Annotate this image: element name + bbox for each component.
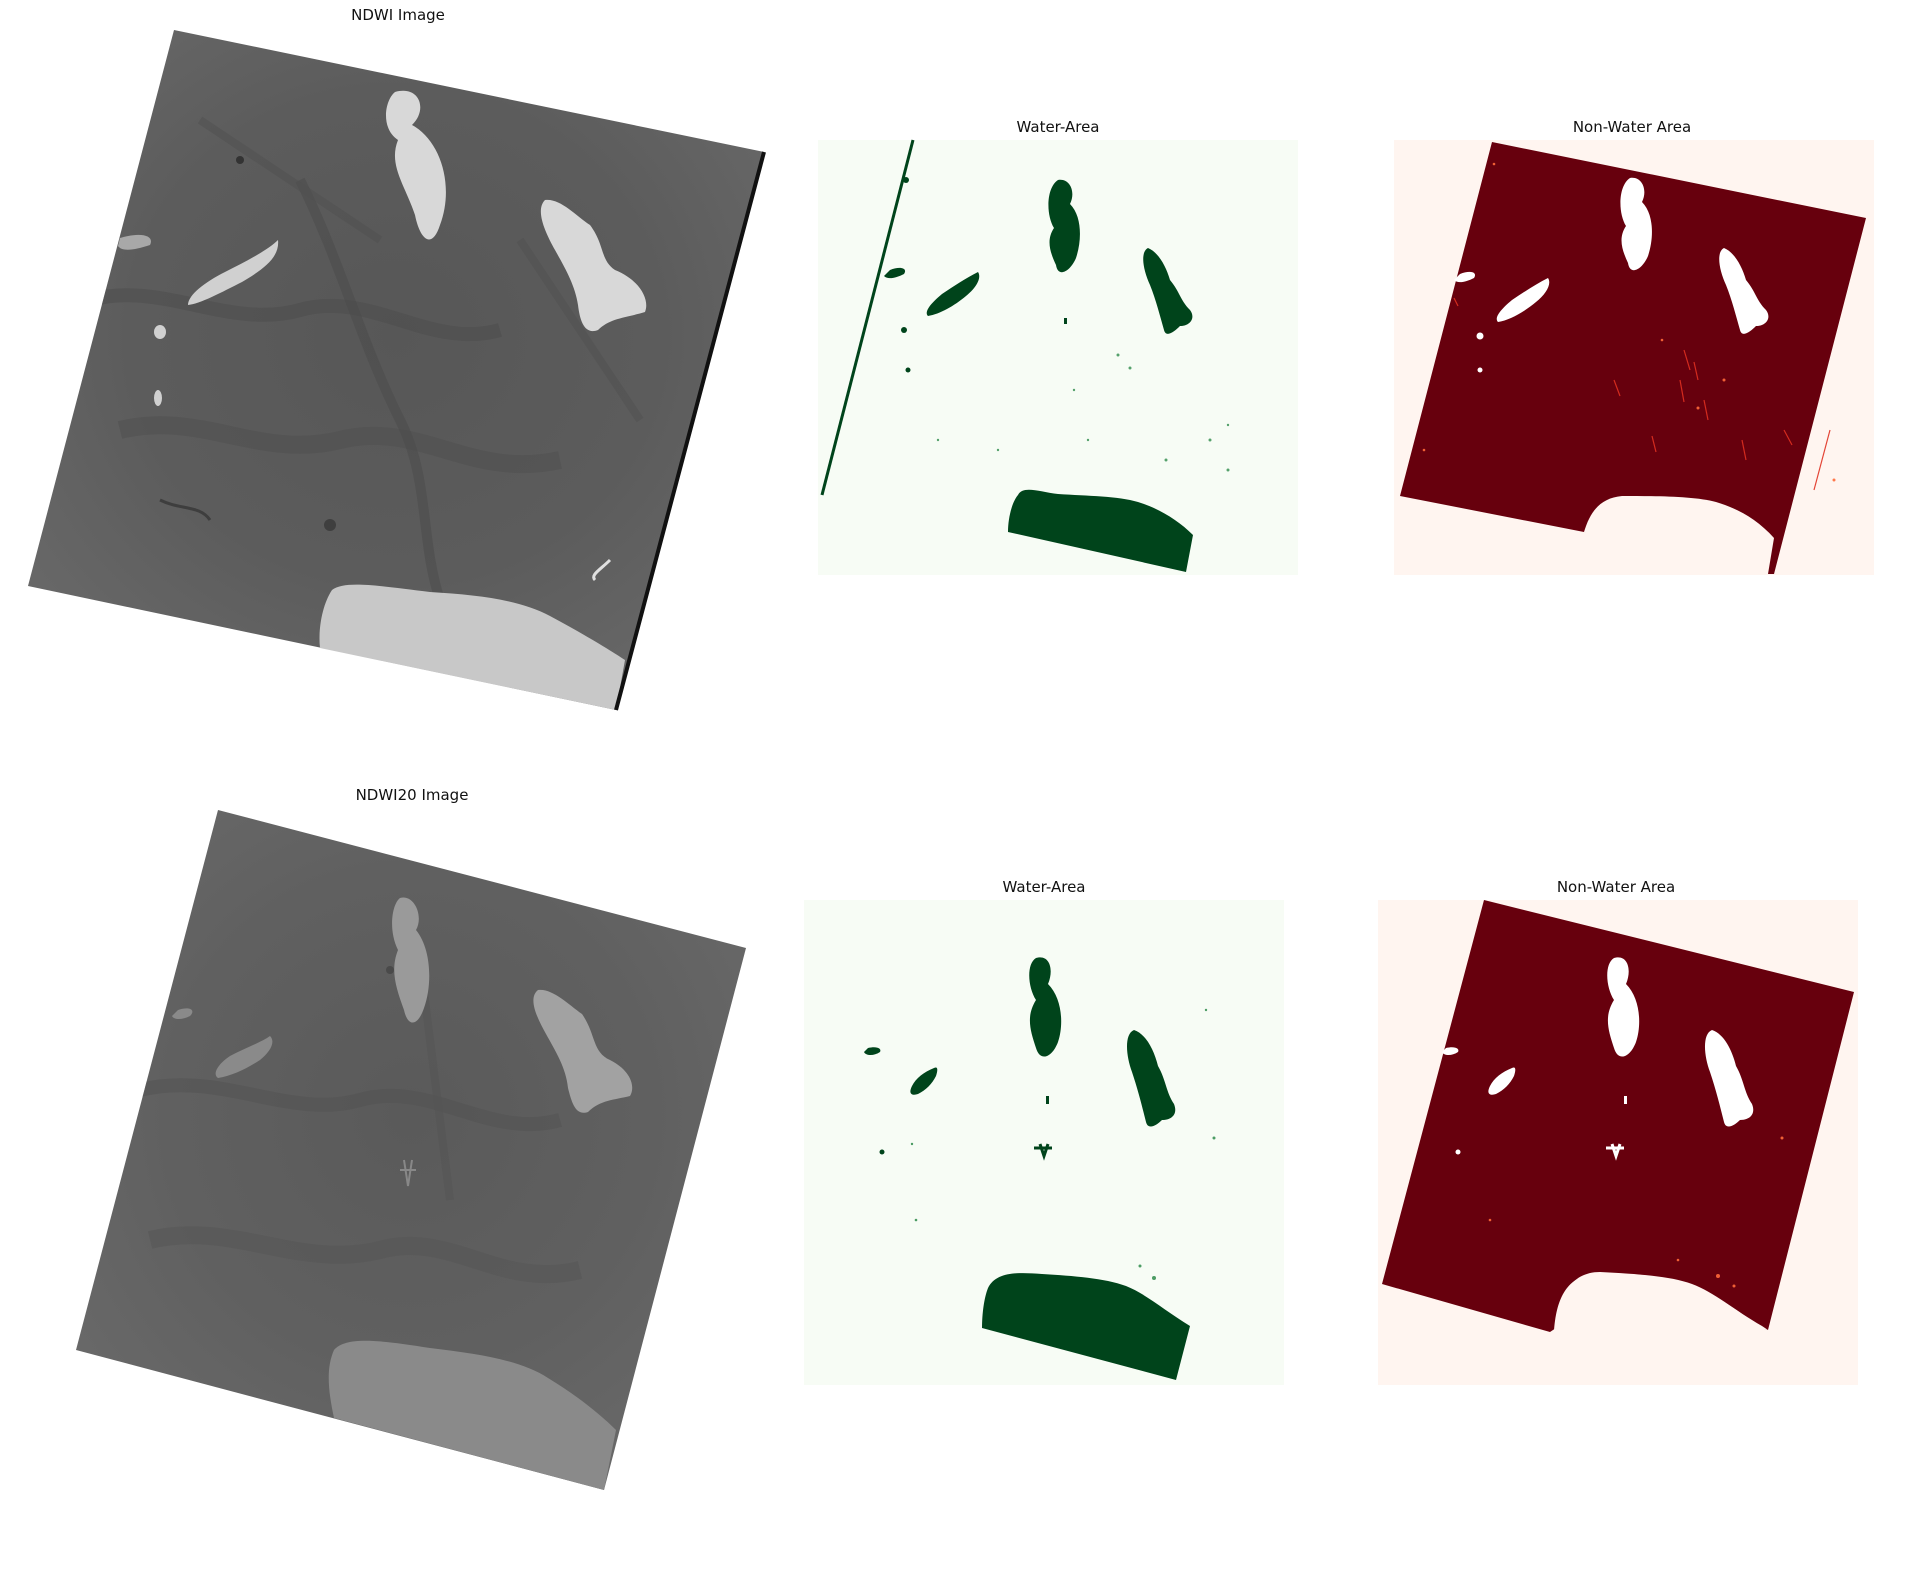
ndwi-lake-2: [540, 199, 647, 332]
panel-title-ndwi20: NDWI20 Image: [355, 786, 469, 804]
ndwi-image: [28, 30, 766, 711]
ndwi-lake-3: [188, 240, 279, 305]
nonwater-area-2-land: [1382, 900, 1854, 1332]
water-area-1-edge-line: [820, 139, 915, 496]
nonwater-area-1: [1394, 140, 1874, 575]
panel-title-nonwater-1: Non-Water Area: [1572, 118, 1692, 136]
panel-title-nonwater-2: Non-Water Area: [1556, 878, 1676, 896]
nonwater-area-2: [1378, 900, 1858, 1385]
ndwi20-image: [76, 810, 746, 1490]
nonwater-area-1-land: [1400, 142, 1866, 574]
ndwi-land: [28, 30, 764, 710]
water-area-2: [804, 900, 1284, 1385]
ndwi-lake-1: [385, 90, 446, 240]
ndwi20-land: [76, 810, 746, 1490]
ndwi-lake-4: [118, 234, 151, 250]
panel-title-ndwi: NDWI Image: [351, 6, 445, 24]
panel-title-water-2: Water-Area: [1002, 878, 1086, 896]
ndwi-lake-5: [319, 584, 625, 710]
panel-title-water-1: Water-Area: [1016, 118, 1100, 136]
water-area-1: [818, 139, 1298, 575]
